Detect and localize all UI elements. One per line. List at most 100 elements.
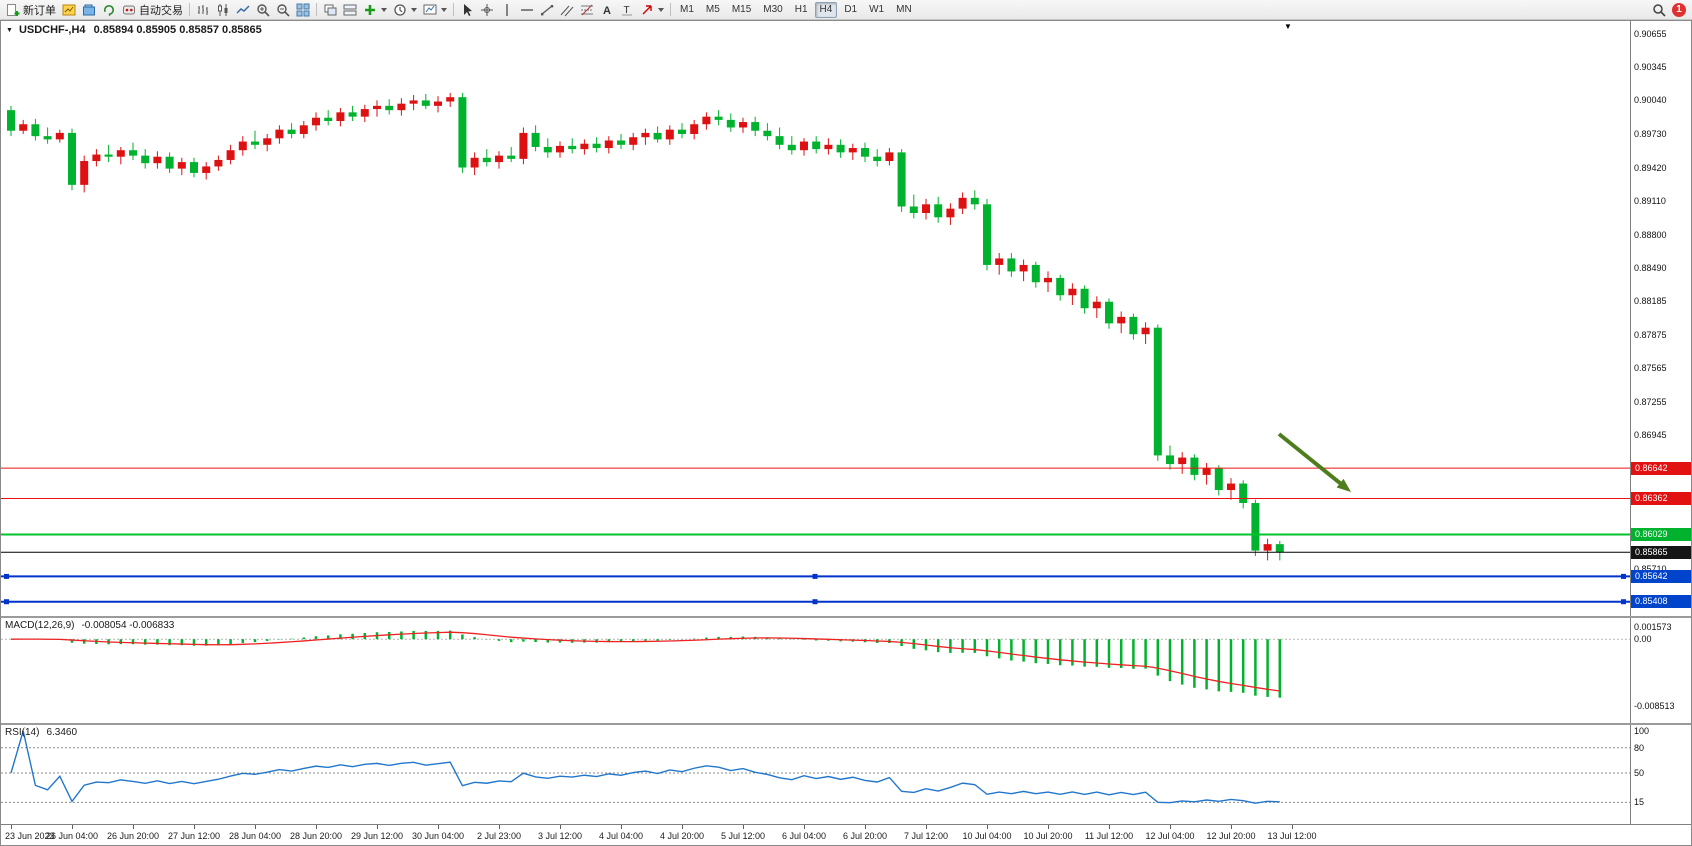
candlestick-type-button[interactable] (213, 1, 233, 19)
price-tick: 0.87565 (1634, 363, 1667, 374)
time-label: 2 Jul 23:00 (476, 831, 522, 841)
macd-label: MACD(12,26,9) -0.008054 -0.006833 (5, 620, 175, 631)
time-label: 30 Jun 04:00 (411, 831, 465, 841)
line-handle (1621, 599, 1626, 605)
zoom-out-button[interactable] (273, 1, 293, 19)
add-indicator-button[interactable] (360, 1, 390, 19)
time-tick (316, 825, 317, 829)
fibonacci-tool-button[interactable] (577, 1, 597, 19)
vertical-line-tool-button[interactable] (497, 1, 517, 19)
panel-separator-rsi[interactable] (1, 723, 1691, 725)
rsi-line (10, 730, 1280, 804)
crosshair-tool-button[interactable] (477, 1, 497, 19)
bar-chart-type-button[interactable] (193, 1, 213, 19)
refresh-icon (102, 3, 116, 17)
line-handle (812, 573, 818, 579)
time-label: 23 Jun 2023 (5, 831, 55, 841)
macd-axis[interactable]: 0.001573 0.00 -0.008513 (1630, 618, 1691, 723)
rsi-canvas[interactable] (1, 725, 1630, 824)
price-tick: 0.88800 (1634, 229, 1667, 240)
price-line-label: 0.86642 (1631, 461, 1691, 475)
horizontal-line-tool-button[interactable] (517, 1, 537, 19)
cascade-windows-button[interactable] (320, 1, 340, 19)
tile-horizontal-button[interactable] (340, 1, 360, 19)
time-axis[interactable]: 23 Jun 2023 26 Jun 04:00 26 Jun 20:00 27 Ju… (1, 824, 1691, 845)
price-tick: 0.89420 (1634, 162, 1667, 173)
price-line-label: 0.86362 (1631, 491, 1691, 505)
timeframe-m30[interactable]: M30 (763, 4, 783, 15)
periods-caret-icon (411, 7, 417, 12)
chart-ohlc: 0.85894 0.85905 0.85857 0.85865 (93, 24, 262, 36)
time-tick (926, 825, 927, 829)
timeframe-m15[interactable]: M15 (731, 4, 752, 15)
rsi-panel[interactable]: RSI(14) 6.3460 (1, 725, 1630, 824)
macd-scale-tick: 0.00 (1634, 634, 1652, 645)
macd-scale-tick: 0.001573 (1634, 621, 1672, 632)
search-button[interactable] (1649, 1, 1669, 19)
main-chart-area[interactable]: ▼ USDCHF-,H4 0.85894 0.85905 0.85857 0.8… (1, 21, 1630, 616)
time-label: 28 Jun 20:00 (289, 831, 343, 841)
rsi-label: RSI(14) 6.3460 (5, 727, 78, 738)
time-label: 10 Jul 20:00 (1023, 831, 1073, 841)
templates-button[interactable] (420, 1, 450, 19)
channel-icon (560, 3, 574, 17)
time-label: 6 Jul 20:00 (842, 831, 888, 841)
time-tick (499, 825, 500, 829)
new-order-button[interactable]: 新订单 (3, 1, 59, 19)
time-label: 4 Jul 20:00 (659, 831, 705, 841)
macd-canvas[interactable] (1, 618, 1630, 723)
cascade-windows-icon (323, 3, 337, 17)
zoom-in-button[interactable] (253, 1, 273, 19)
text-label-icon: T (620, 3, 634, 17)
add-indicator-caret-icon (381, 7, 387, 12)
time-tick (1292, 825, 1293, 829)
price-tick: 0.88490 (1634, 263, 1667, 274)
autotrading-button[interactable]: 自动交易 (119, 1, 186, 19)
tile-windows-button[interactable] (293, 1, 313, 19)
time-tick (255, 825, 256, 829)
timeframe-m1[interactable]: M1 (680, 4, 694, 15)
arrows-tool-button[interactable] (637, 1, 667, 19)
rsi-axis[interactable]: 100 80 50 15 (1630, 725, 1691, 824)
main-toolbar: 新订单 自动交易 (0, 0, 1692, 20)
new-chart-button[interactable] (59, 1, 79, 19)
toolbar-separator (670, 3, 671, 16)
time-tick (11, 825, 12, 829)
cursor-icon (460, 3, 474, 17)
periods-button[interactable] (390, 1, 420, 19)
time-label: 27 Jun 12:00 (167, 831, 221, 841)
chart-menu-icon[interactable]: ▼ (6, 26, 13, 34)
panel-separator-macd[interactable] (1, 616, 1691, 618)
text-label-tool-button[interactable]: T (617, 1, 637, 19)
chart-shift-marker[interactable]: ▼ (1284, 22, 1292, 31)
timeframe-mn[interactable]: MN (896, 4, 912, 15)
refresh-button[interactable] (99, 1, 119, 19)
timeframe-h1[interactable]: H1 (794, 4, 808, 15)
price-tick: 0.86945 (1634, 430, 1667, 441)
macd-panel[interactable]: MACD(12,26,9) -0.008054 -0.006833 (1, 618, 1630, 723)
time-label: 7 Jul 12:00 (903, 831, 949, 841)
trendline-tool-button[interactable] (537, 1, 557, 19)
timeframe-m5[interactable]: M5 (705, 4, 720, 15)
time-label: 11 Jul 12:00 (1084, 831, 1134, 841)
price-line-label: 0.85408 (1631, 595, 1691, 609)
time-label: 29 Jun 12:00 (350, 831, 404, 841)
line-chart-type-button[interactable] (233, 1, 253, 19)
profiles-button[interactable] (79, 1, 99, 19)
time-label: 10 Jul 04:00 (962, 831, 1012, 841)
text-tool-button[interactable]: A (597, 1, 617, 19)
price-axis[interactable]: 0.90655 0.90345 0.90040 0.89730 0.89420 0.891… (1630, 21, 1691, 616)
cursor-tool-button[interactable] (457, 1, 477, 19)
timeframe-w1[interactable]: W1 (869, 4, 885, 15)
autotrading-label: 自动交易 (139, 4, 183, 17)
time-tick (1231, 825, 1232, 829)
channel-tool-button[interactable] (557, 1, 577, 19)
price-tick: 0.87875 (1634, 329, 1667, 340)
macd-signal-line (10, 631, 1280, 692)
main-chart-canvas[interactable] (1, 21, 1630, 616)
time-tick (72, 825, 73, 829)
time-label: 5 Jul 12:00 (720, 831, 766, 841)
notification-badge[interactable]: 1 (1672, 2, 1686, 17)
timeframe-d1[interactable]: D1 (844, 4, 858, 15)
timeframe-h4[interactable]: H4 (814, 1, 838, 18)
